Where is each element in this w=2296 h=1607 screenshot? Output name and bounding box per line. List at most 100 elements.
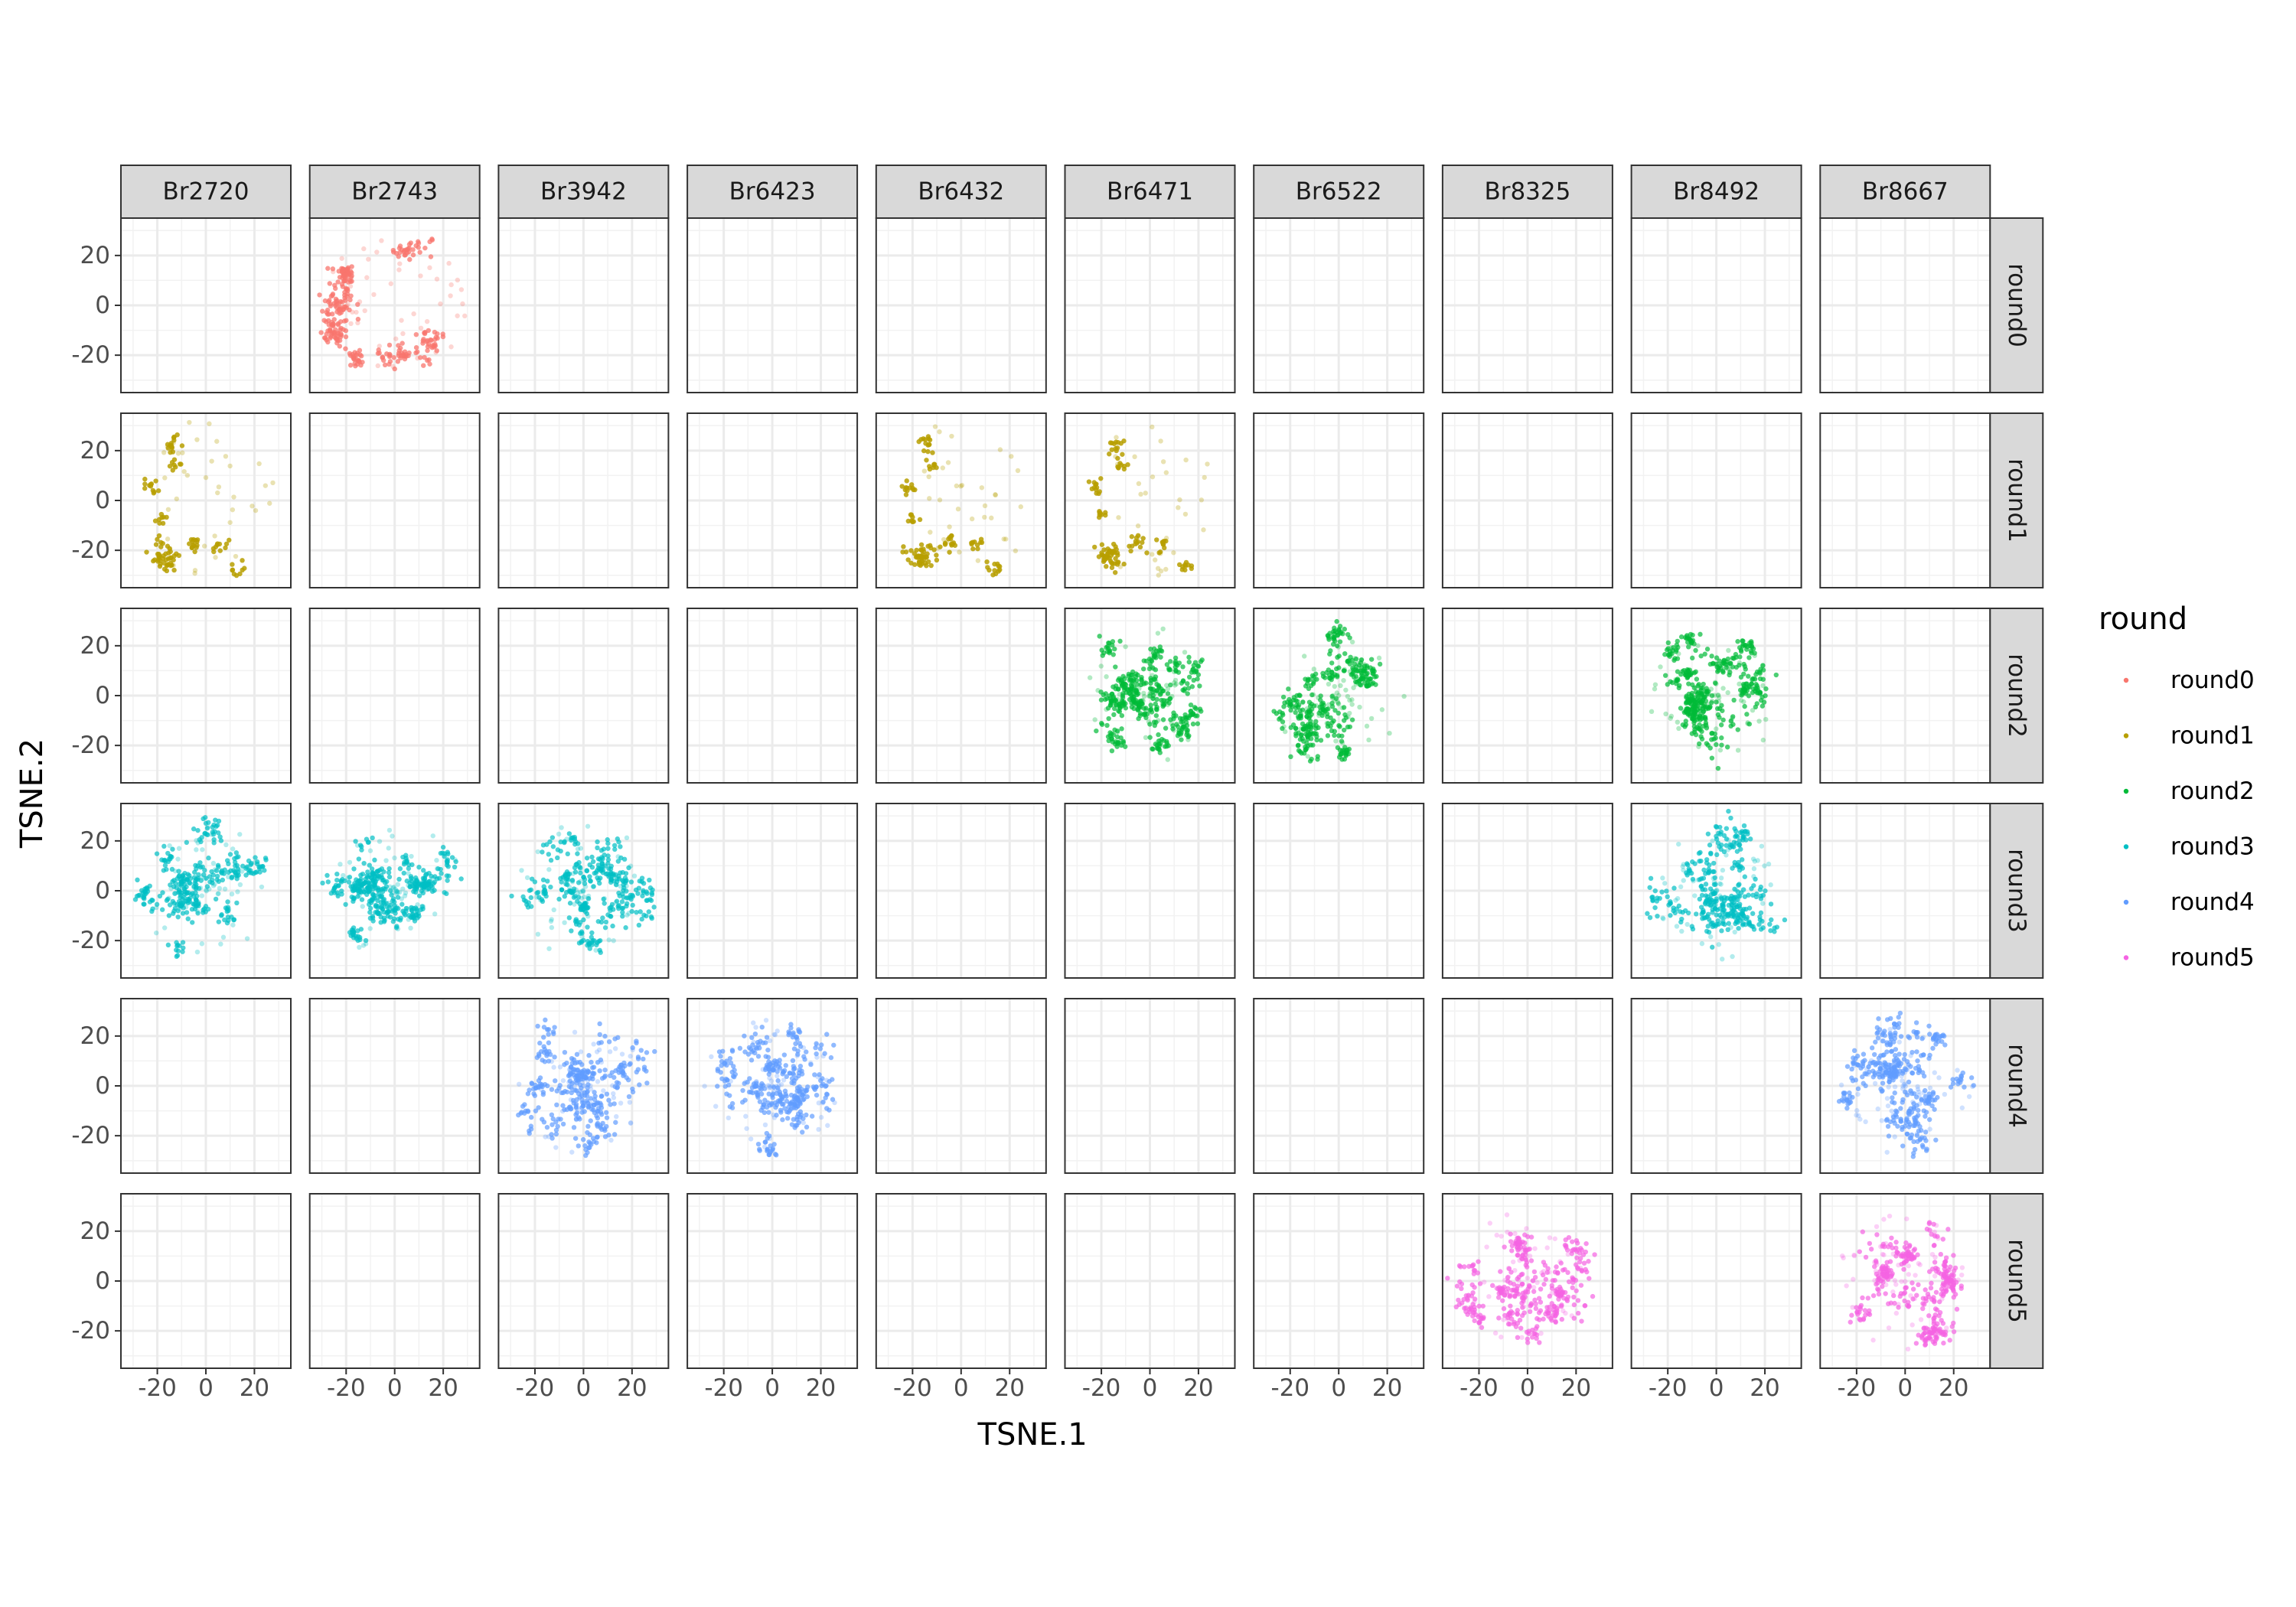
data-point — [1697, 859, 1702, 864]
data-point — [1750, 911, 1756, 916]
data-point — [916, 438, 921, 445]
data-point — [554, 1088, 559, 1094]
data-point — [954, 483, 960, 489]
data-point — [568, 1074, 573, 1080]
data-point — [594, 942, 599, 947]
data-point — [214, 873, 220, 879]
data-point — [1696, 682, 1702, 687]
data-point — [340, 877, 345, 882]
data-point — [578, 1049, 584, 1054]
data-point — [418, 325, 424, 331]
data-point — [1772, 929, 1777, 934]
data-point — [1757, 914, 1763, 920]
data-point — [1306, 686, 1312, 692]
data-point — [619, 1051, 625, 1057]
data-point — [1688, 697, 1694, 702]
data-point — [1293, 725, 1299, 732]
data-point — [1718, 722, 1724, 728]
data-point — [156, 533, 162, 539]
data-point — [1349, 717, 1355, 722]
data-point — [1676, 725, 1681, 732]
data-point — [1009, 454, 1014, 459]
data-point — [597, 1032, 602, 1038]
data-point — [200, 847, 205, 852]
data-point — [580, 888, 585, 894]
data-point — [1699, 883, 1704, 888]
data-point — [212, 867, 218, 872]
data-point — [214, 438, 220, 444]
data-point — [365, 880, 371, 885]
data-point — [416, 893, 422, 898]
data-point — [1760, 901, 1766, 906]
data-point — [192, 568, 198, 573]
data-point — [1330, 696, 1336, 701]
data-point — [1717, 663, 1723, 669]
data-point — [1160, 542, 1166, 547]
data-point — [571, 886, 577, 892]
data-point — [1109, 748, 1115, 754]
data-point — [168, 882, 173, 888]
data-point — [400, 886, 406, 892]
data-point — [940, 465, 945, 471]
data-point — [522, 1110, 527, 1116]
data-point — [601, 896, 606, 902]
data-point — [1652, 905, 1658, 911]
data-point — [1300, 699, 1306, 706]
data-point — [1755, 858, 1760, 863]
data-point — [1117, 692, 1123, 697]
panel-border — [308, 608, 481, 784]
data-point — [406, 865, 412, 872]
data-point — [726, 1082, 732, 1088]
data-point — [395, 882, 400, 887]
data-point — [605, 846, 611, 851]
data-point — [253, 855, 258, 860]
data-point — [1152, 557, 1158, 562]
data-point — [327, 298, 332, 303]
data-point — [1714, 888, 1720, 894]
data-point — [411, 888, 416, 895]
data-point — [1731, 895, 1737, 901]
data-point — [381, 919, 387, 924]
data-point — [1710, 838, 1715, 844]
data-point — [1115, 553, 1120, 558]
data-point — [200, 864, 205, 869]
data-point — [1374, 673, 1379, 680]
data-point — [1693, 699, 1698, 705]
data-point — [606, 937, 612, 943]
row-strip-label: round2 — [2003, 654, 2030, 738]
data-point — [546, 1048, 552, 1054]
data-point — [409, 878, 414, 884]
data-point — [567, 901, 573, 906]
data-point — [161, 858, 167, 863]
data-point — [1280, 694, 1287, 700]
data-point — [589, 1075, 594, 1081]
data-point — [1355, 660, 1361, 667]
data-point — [595, 918, 601, 924]
data-point — [365, 869, 370, 875]
panel-Br2720-round4 — [120, 998, 292, 1174]
data-point — [1155, 566, 1161, 572]
data-point — [1280, 710, 1285, 716]
data-point — [444, 891, 449, 897]
data-point — [1152, 652, 1158, 657]
data-point — [628, 863, 634, 869]
data-point — [1156, 689, 1163, 695]
data-point — [1315, 754, 1321, 759]
data-point — [1675, 895, 1681, 901]
data-point — [1713, 680, 1718, 686]
data-point — [155, 536, 160, 543]
data-point — [391, 249, 396, 255]
data-point — [569, 1106, 574, 1111]
data-point — [1655, 913, 1660, 919]
data-point — [620, 869, 625, 875]
data-point — [1717, 893, 1723, 898]
data-point — [748, 1089, 754, 1095]
data-point — [914, 547, 919, 553]
data-point — [1153, 690, 1159, 696]
data-point — [1714, 852, 1720, 858]
data-point — [330, 311, 335, 317]
data-point — [197, 860, 203, 865]
data-point — [237, 832, 243, 837]
data-point — [1761, 699, 1767, 705]
data-point — [1116, 515, 1121, 520]
